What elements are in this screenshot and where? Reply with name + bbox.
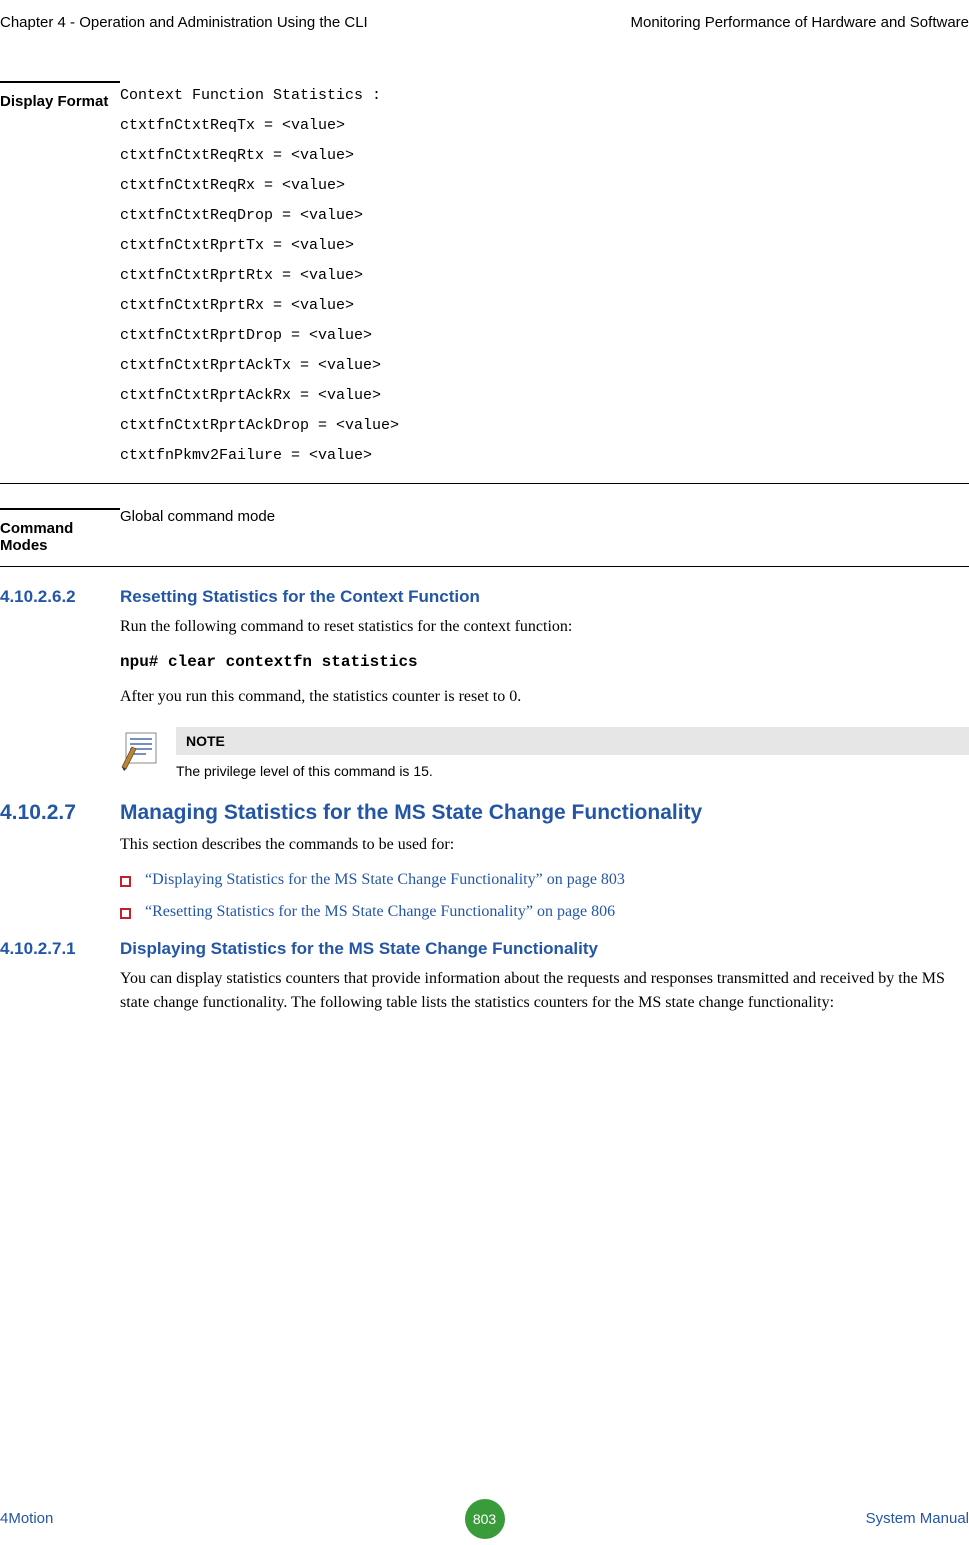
bullet-item: “Displaying Statistics for the MS State … [120, 871, 969, 889]
section-title: Resetting Statistics for the Context Fun… [120, 587, 480, 607]
paragraph: After you run this command, the statisti… [120, 685, 969, 709]
bullet-link[interactable]: “Resetting Statistics for the MS State C… [145, 903, 615, 921]
note-icon [120, 727, 164, 771]
command-modes-label: Command Modes [0, 508, 120, 554]
section-title: Managing Statistics for the MS State Cha… [120, 801, 702, 825]
display-format-label: Display Format [0, 81, 120, 110]
display-format-content: Context Function Statistics : ctxtfnCtxt… [120, 81, 969, 471]
header-chapter: Chapter 4 - Operation and Administration… [0, 14, 368, 31]
paragraph: You can display statistics counters that… [120, 967, 969, 1015]
df-line: ctxtfnCtxtRprtRx = <value> [120, 291, 969, 321]
df-line: ctxtfnCtxtRprtAckDrop = <value> [120, 411, 969, 441]
bullet-icon [120, 876, 131, 887]
bullet-item: “Resetting Statistics for the MS State C… [120, 903, 969, 921]
section-number: 4.10.2.7.1 [0, 939, 120, 959]
section-4-10-2-7-1: 4.10.2.7.1 Displaying Statistics for the… [0, 939, 969, 959]
df-line: ctxtfnCtxtRprtTx = <value> [120, 231, 969, 261]
display-format-block: Display Format Context Function Statisti… [0, 81, 969, 471]
df-line: ctxtfnCtxtRprtAckTx = <value> [120, 351, 969, 381]
content-area: Display Format Context Function Statisti… [0, 31, 969, 1015]
section-4-10-2-6-2: 4.10.2.6.2 Resetting Statistics for the … [0, 587, 969, 607]
command-modes-block: Command Modes Global command mode [0, 508, 969, 554]
df-line: ctxtfnCtxtReqDrop = <value> [120, 201, 969, 231]
df-line: ctxtfnCtxtRprtAckRx = <value> [120, 381, 969, 411]
command-line: npu# clear contextfn statistics [120, 653, 969, 671]
df-line: ctxtfnPkmv2Failure = <value> [120, 441, 969, 471]
footer-manual: System Manual [866, 1510, 969, 1527]
df-line: Context Function Statistics : [120, 81, 969, 111]
footer-page-badge: 803 [465, 1499, 505, 1539]
section-number: 4.10.2.6.2 [0, 587, 120, 607]
page-header: Chapter 4 - Operation and Administration… [0, 0, 969, 31]
bullet-link[interactable]: “Displaying Statistics for the MS State … [145, 871, 625, 889]
footer-product: 4Motion [0, 1510, 53, 1527]
command-modes-text: Global command mode [120, 508, 275, 525]
page-footer: 4Motion 803 System Manual [0, 1510, 969, 1527]
paragraph: Run the following command to reset stati… [120, 615, 969, 639]
df-line: ctxtfnCtxtReqTx = <value> [120, 111, 969, 141]
df-line: ctxtfnCtxtReqRx = <value> [120, 171, 969, 201]
df-line: ctxtfnCtxtReqRtx = <value> [120, 141, 969, 171]
page-number: 803 [465, 1499, 505, 1539]
bullet-icon [120, 908, 131, 919]
header-topic: Monitoring Performance of Hardware and S… [631, 14, 969, 31]
df-line: ctxtfnCtxtRprtRtx = <value> [120, 261, 969, 291]
section-number: 4.10.2.7 [0, 801, 120, 825]
paragraph: This section describes the commands to b… [120, 833, 969, 857]
note-content: NOTE The privilege level of this command… [176, 727, 969, 783]
df-line: ctxtfnCtxtRprtDrop = <value> [120, 321, 969, 351]
note-text: The privilege level of this command is 1… [176, 755, 969, 783]
note-label: NOTE [176, 727, 969, 755]
note-box: NOTE The privilege level of this command… [120, 727, 969, 783]
section-4-10-2-7: 4.10.2.7 Managing Statistics for the MS … [0, 801, 969, 825]
section-title: Displaying Statistics for the MS State C… [120, 939, 598, 959]
